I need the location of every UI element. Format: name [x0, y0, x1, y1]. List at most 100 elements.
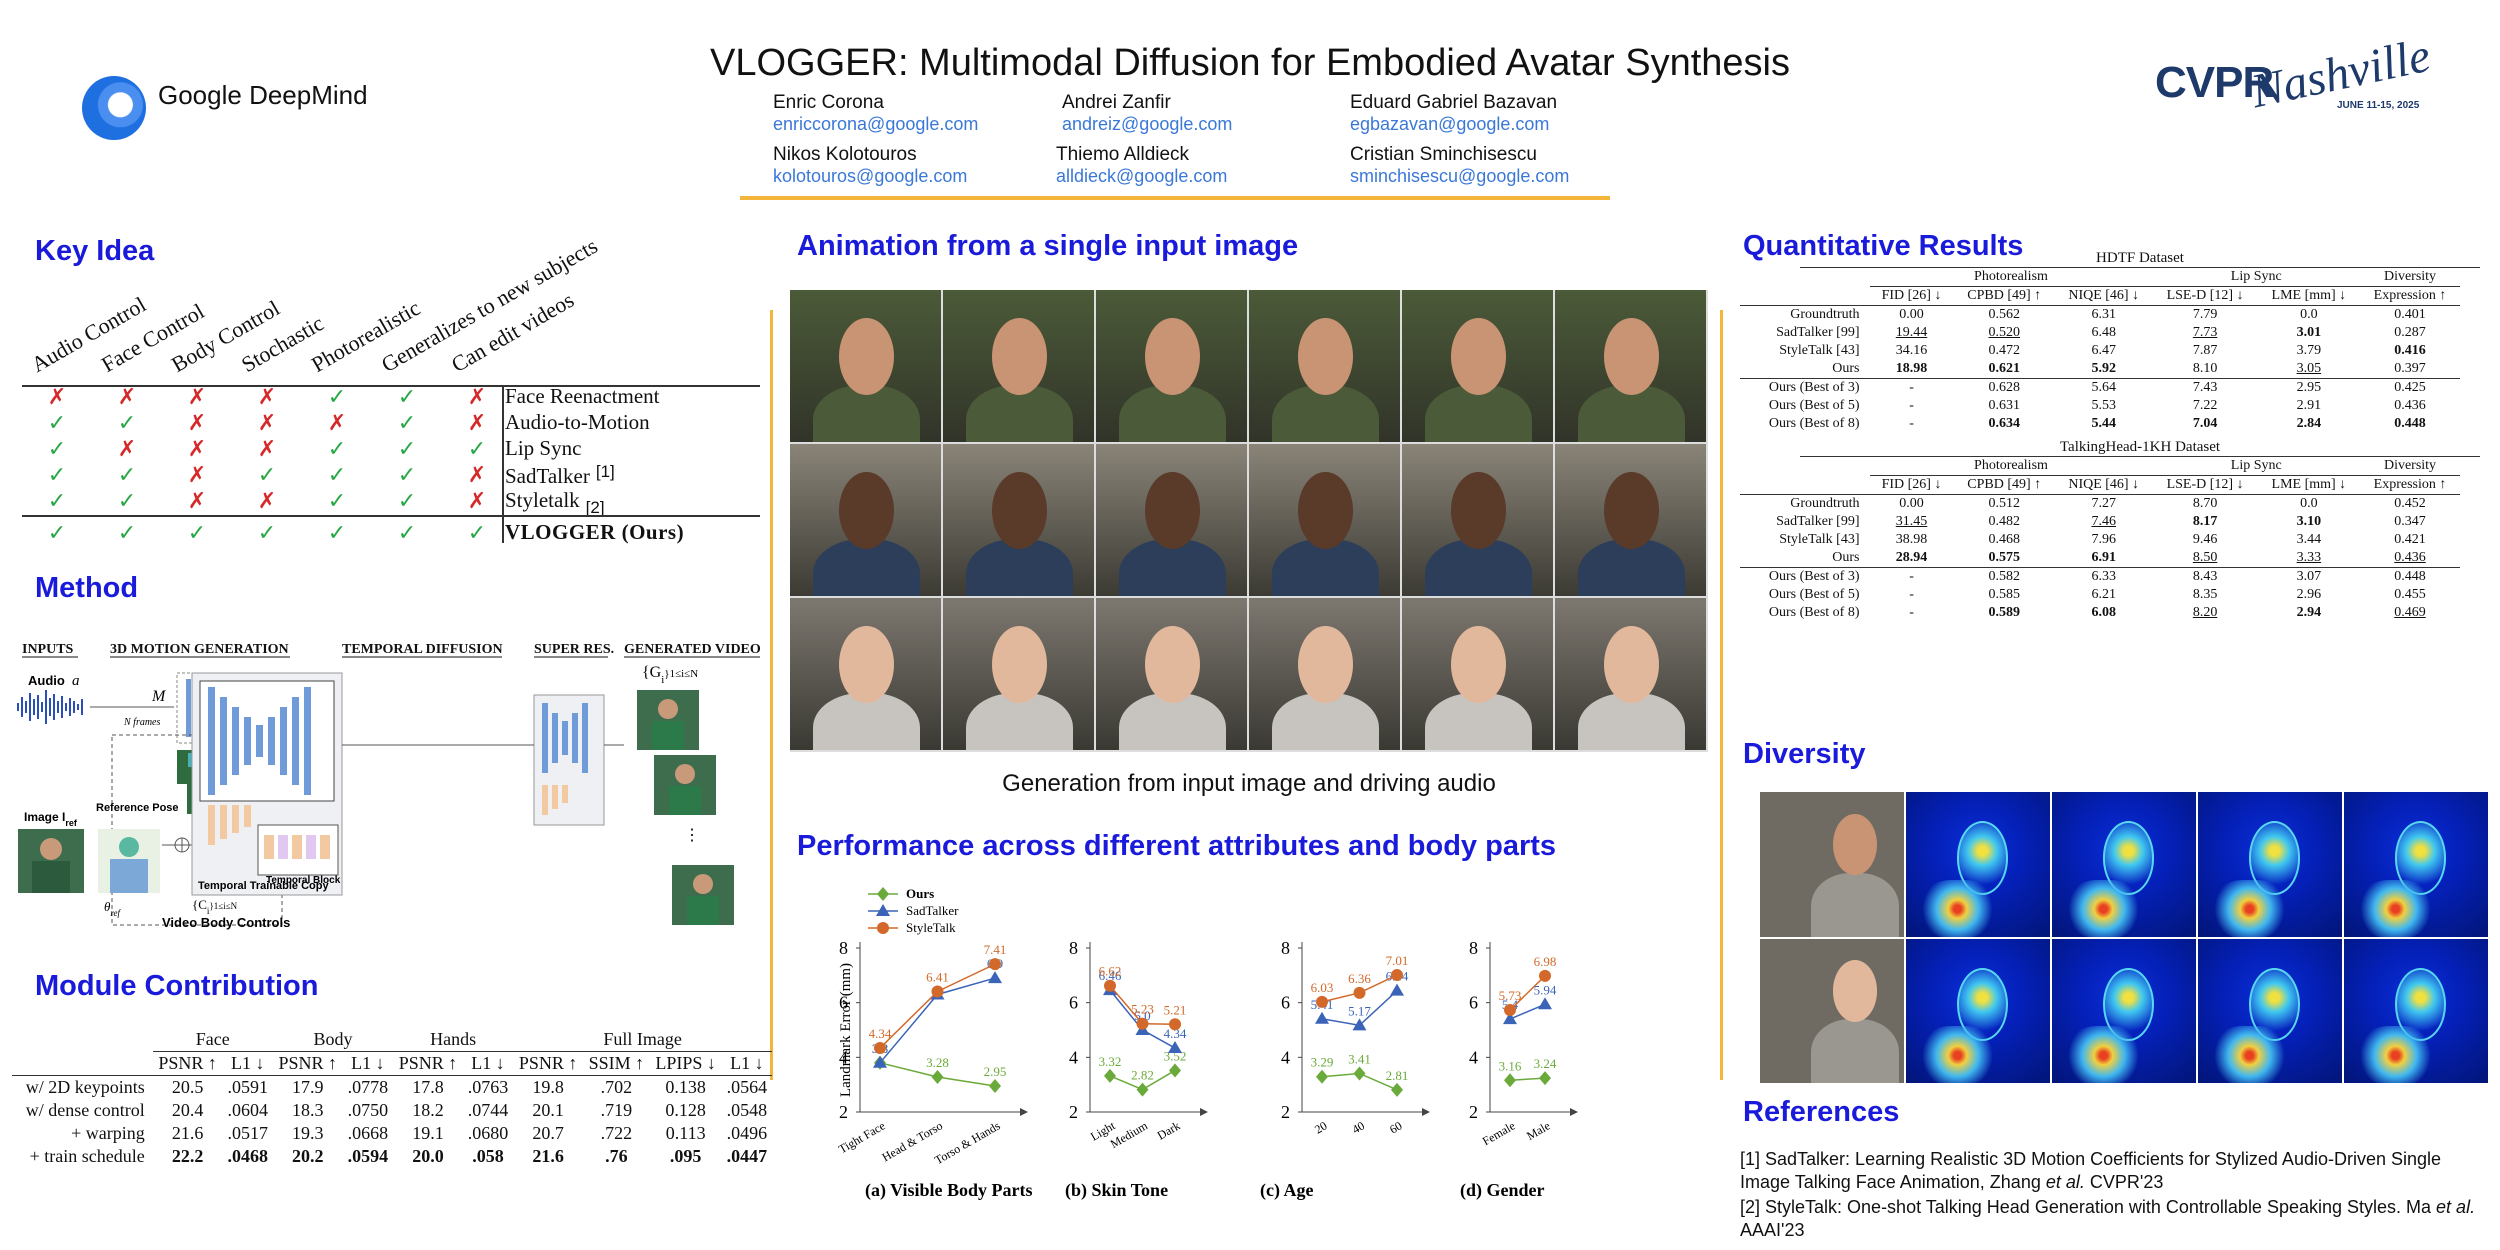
table-cell: 28.94: [1895, 550, 1928, 565]
table-cell: 18.3: [292, 1100, 324, 1120]
animation-frame: [790, 444, 941, 596]
x-tick-label: 40: [1350, 1118, 1367, 1136]
table-cell: 2.84: [2296, 416, 2322, 431]
author-email[interactable]: sminchisescu@google.com: [1350, 166, 1570, 186]
data-point-styletalk: [874, 1042, 886, 1055]
table-cell: 7.96: [2091, 532, 2116, 547]
cvpr-logo: CVPR Nashville JUNE 11-15, 2025: [2155, 29, 2435, 130]
author-email[interactable]: kolotouros@google.com: [773, 166, 968, 186]
person-body: [1424, 539, 1533, 596]
table-cell: 20.2: [292, 1146, 324, 1166]
key-idea-top-rule: [22, 385, 760, 387]
key-idea-row-label: Face Reenactment: [505, 384, 660, 408]
table-cell: 21.6: [171, 1123, 204, 1143]
table-cell: 17.8: [412, 1077, 444, 1097]
row-label: Ours (Best of 5): [1768, 587, 1860, 602]
module-contribution-table: Face Body Hands Full Image PSNR ↑ L1 ↓ PSN…: [12, 1028, 772, 1168]
data-label: 5.23: [1131, 1002, 1154, 1017]
label-image: Image Iref: [24, 810, 78, 828]
check-icon: ✓: [397, 436, 417, 461]
cross-icon: ✗: [187, 488, 207, 513]
metric-header: PSNR ↑: [518, 1053, 578, 1073]
table-cell: 6.21: [2091, 587, 2116, 602]
metric-header: SSIM ↑: [588, 1053, 645, 1073]
person-body: [812, 385, 921, 442]
label-gi: {Gi}1≤i≤N: [642, 664, 698, 686]
heatmap-hotspot: [2212, 879, 2286, 937]
animation-caption: Generation from input image and driving …: [1002, 770, 1496, 797]
check-icon: ✓: [117, 520, 137, 545]
table-cell: 7.46: [2091, 514, 2116, 529]
table-cell: 3.07: [2296, 569, 2322, 584]
table-cell: 0.621: [1988, 361, 2021, 376]
group-header: Body: [272, 1028, 394, 1052]
row-label: SadTalker [99]: [1776, 325, 1860, 340]
x-axis-arrow: [1422, 1108, 1430, 1116]
diversity-heatmap: [2198, 792, 2342, 937]
check-icon: ✓: [117, 462, 137, 487]
label-ci: {Ci}1≤i≤N: [192, 897, 238, 916]
page-title: VLOGGER: Multimodal Diffusion for Embodi…: [710, 42, 1790, 84]
person-face: [991, 625, 1048, 703]
data-point-styletalk: [931, 985, 944, 998]
table-row: w/ 2D keypoints 20.5 .0591 17.9 .0778 17.8 .07…: [12, 1075, 772, 1100]
data-point-sadtalker: [988, 971, 1002, 984]
table-cell: -: [1909, 380, 1914, 395]
table-cell: .702: [600, 1077, 633, 1097]
metric-header: LME [mm] ↓: [2271, 477, 2347, 492]
citation-ref[interactable]: [1]: [595, 462, 615, 481]
reference-item: [1] SadTalker: Learning Realistic 3D Mot…: [1740, 1149, 2442, 1192]
references-list: [1] SadTalker: Learning Realistic 3D Mot…: [1740, 1148, 2480, 1242]
data-point-sadtalker: [1538, 997, 1552, 1010]
label-audio: Audio: [28, 673, 65, 688]
check-icon: ✓: [397, 410, 417, 435]
diversity-heatmap: [2344, 792, 2488, 937]
data-point-ours: [1353, 1066, 1366, 1081]
person-face: [1603, 471, 1660, 549]
x-tick-label: Dark: [1155, 1118, 1183, 1142]
animation-frame: [1555, 598, 1706, 750]
table-row: StyleTalk [43] 34.16 0.472 6.47 7.87 3.79 0.41…: [1740, 342, 2460, 360]
y-tick-label: 4: [1281, 1047, 1290, 1067]
author-email[interactable]: enriccorona@google.com: [773, 114, 979, 134]
table-cell: 0.347: [2394, 514, 2426, 529]
check-icon: ✓: [117, 488, 137, 513]
heatmap-hotspot: [1920, 1026, 1994, 1083]
author-email[interactable]: egbazavan@google.com: [1350, 114, 1550, 134]
person-face: [1297, 471, 1354, 549]
author-name: Andrei Zanfir: [1062, 92, 1171, 113]
person-face: [838, 317, 895, 395]
person-body: [965, 693, 1074, 750]
panel-caption: (c) Age: [1260, 1180, 1313, 1201]
heatmap-hotspot: [2066, 1026, 2140, 1083]
data-point-styletalk: [1169, 1018, 1181, 1031]
series-line-sadtalker: [1509, 1003, 1546, 1020]
table-cell: 3.33: [2296, 550, 2322, 565]
table-row: + warping 21.6 .0517 19.3 .0668 19.1 .0680 20.7…: [12, 1122, 772, 1145]
author-email[interactable]: alldieck@google.com: [1056, 166, 1228, 186]
author-email[interactable]: andreiz@google.com: [1062, 114, 1233, 134]
table-cell: .0680: [467, 1123, 509, 1143]
cross-icon: ✗: [257, 384, 277, 409]
table-cell: 0.472: [1988, 343, 2021, 358]
row-label: + train schedule: [29, 1146, 145, 1166]
table-cell: 0.425: [2394, 380, 2426, 395]
y-tick-label: 6: [1469, 993, 1478, 1013]
metric-header: PSNR ↑: [278, 1053, 338, 1073]
cross-icon: ✗: [257, 436, 277, 461]
table-cell: 0.00: [1899, 496, 1924, 511]
table-cell: 0.582: [1988, 569, 2021, 584]
legend-label: Ours: [906, 886, 934, 901]
cross-icon: ✗: [47, 384, 67, 409]
data-label: 5.94: [1534, 982, 1557, 997]
data-label: 6.03: [1311, 980, 1334, 995]
table-cell: 0.468: [1988, 532, 2021, 547]
key-idea-row: ✓ ✓ ✓ ✓ ✓ ✓ ✓: [22, 520, 512, 546]
citation-ref[interactable]: [2]: [585, 498, 605, 517]
person-body: [1577, 693, 1686, 750]
table-group-header-row: Photorealism Lip Sync Diversity: [1740, 457, 2460, 476]
table-cell: 17.9: [292, 1077, 324, 1097]
animation-frame: [1249, 290, 1400, 442]
group-header: Photorealism: [1869, 457, 2153, 476]
data-point-styletalk: [989, 958, 1001, 971]
